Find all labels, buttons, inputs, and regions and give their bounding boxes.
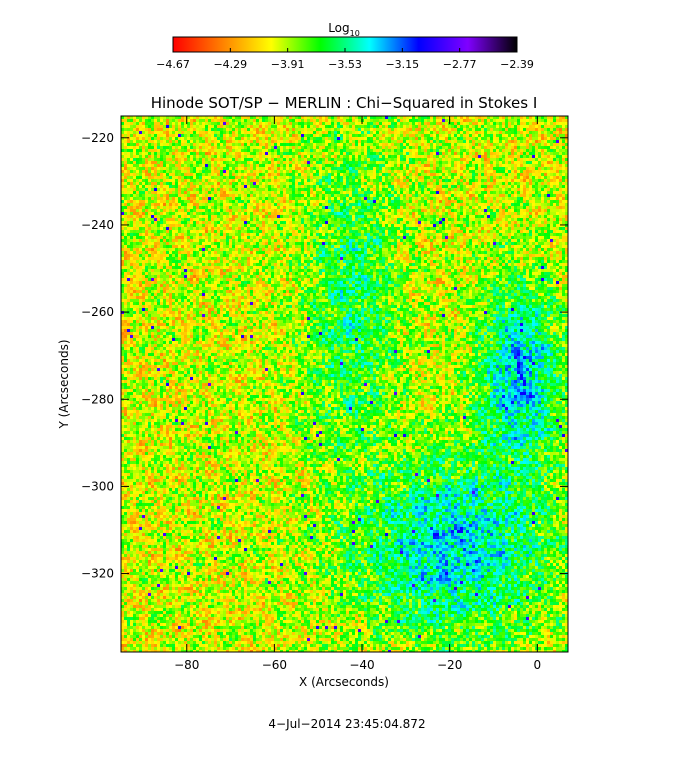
colorbar-tick-label: −3.15 bbox=[385, 58, 419, 71]
colorbar-title-subscript: 10 bbox=[350, 29, 360, 38]
colorbar-title: Log10 bbox=[328, 21, 360, 38]
colorbar-tick-label: −4.67 bbox=[156, 58, 190, 71]
heatmap-cells bbox=[310, 170, 568, 650]
y-axis-label: Y (Arcseconds) bbox=[57, 339, 71, 429]
y-tick-label: −240 bbox=[81, 218, 114, 232]
colorbar-tick-label: −4.29 bbox=[213, 58, 247, 71]
heatmap-cells bbox=[121, 116, 568, 652]
x-tick-label: 0 bbox=[534, 658, 542, 672]
plot-frame bbox=[120, 115, 569, 653]
colorbar-ticks: −4.67 −4.29 −3.91 −3.53 −3.15 −2.77 −2.39 bbox=[156, 48, 534, 71]
x-tick-label: −60 bbox=[262, 658, 287, 672]
heatmap-cells bbox=[121, 116, 568, 652]
heatmap-cells bbox=[121, 116, 568, 652]
heatmap-cells bbox=[319, 167, 556, 623]
heatmap-cells bbox=[460, 356, 526, 530]
x-tick-label: −80 bbox=[174, 658, 199, 672]
colorbar-tick-label: −3.91 bbox=[271, 58, 305, 71]
heatmap-cells bbox=[121, 116, 568, 652]
x-axis-ticks: −80 −60 −40 −20 0 bbox=[174, 116, 541, 672]
y-axis-ticks: −220 −240 −260 −280 −300 −320 bbox=[81, 131, 568, 581]
colorbar-tick-label: −2.77 bbox=[443, 58, 477, 71]
colorbar-tick-label: −3.53 bbox=[328, 58, 362, 71]
heatmap-cells bbox=[349, 320, 544, 608]
heatmap bbox=[121, 116, 568, 652]
y-tick-label: −220 bbox=[81, 131, 114, 145]
x-axis-label: X (Arcseconds) bbox=[299, 675, 389, 689]
x-tick-label: −20 bbox=[437, 658, 462, 672]
y-tick-label: −300 bbox=[81, 479, 114, 493]
plot-title: Hinode SOT/SP − MERLIN : Chi−Squared in … bbox=[151, 94, 538, 112]
y-tick-label: −260 bbox=[81, 305, 114, 319]
heatmap-cells bbox=[121, 116, 568, 652]
x-tick-label: −40 bbox=[349, 658, 374, 672]
heatmap-cells bbox=[121, 116, 568, 652]
colorbar-tick-label: −2.39 bbox=[500, 58, 534, 71]
y-tick-label: −320 bbox=[81, 567, 114, 581]
timestamp: 4−Jul−2014 23:45:04.872 bbox=[268, 717, 425, 731]
heatmap-cells bbox=[124, 116, 568, 652]
y-tick-label: −280 bbox=[81, 392, 114, 406]
